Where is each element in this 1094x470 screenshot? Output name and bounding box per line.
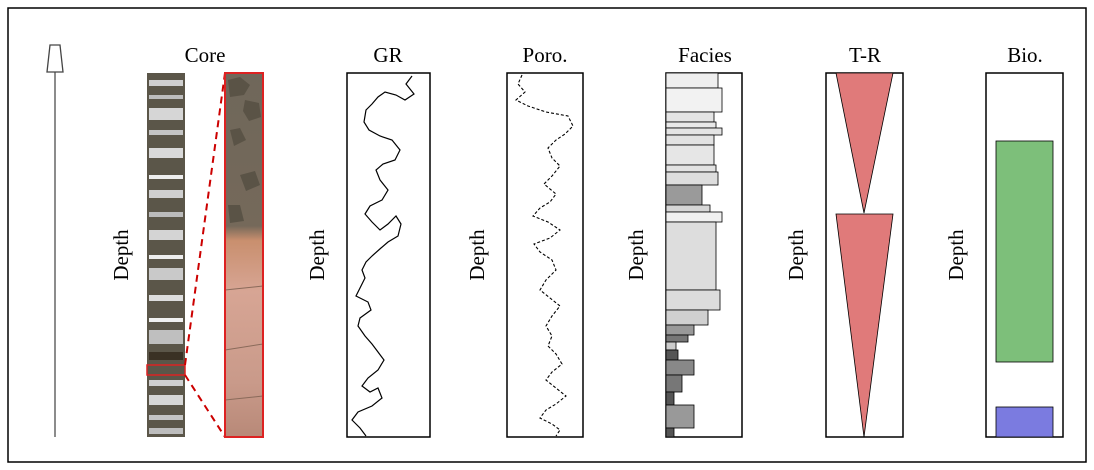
regression-triangle [835,72,894,214]
column-title: GR [373,43,402,67]
poro-curve [515,74,574,437]
bio-zone [995,406,1054,438]
column-title: Facies [678,43,732,67]
axis-label: Depth [109,229,133,281]
depth-arrow [46,44,64,437]
axis-label: Depth [624,229,648,281]
transgression-triangle [835,213,894,438]
column-title: Bio. [1007,43,1043,67]
column-title: Poro. [523,43,568,67]
bio-zone [995,140,1054,363]
column-title: T-R [849,43,881,67]
gr-curve [351,75,415,437]
gr-track [346,72,431,438]
facies-beds [665,72,723,438]
zoom-lines [184,72,226,438]
core-image [146,73,186,437]
axis-label: Depth [784,229,808,281]
axis-label: Depth [944,229,968,281]
column-title: Core [185,43,226,67]
axis-label: Depth [305,229,329,281]
axis-label: Depth [465,229,489,281]
core-zoom [224,72,264,438]
